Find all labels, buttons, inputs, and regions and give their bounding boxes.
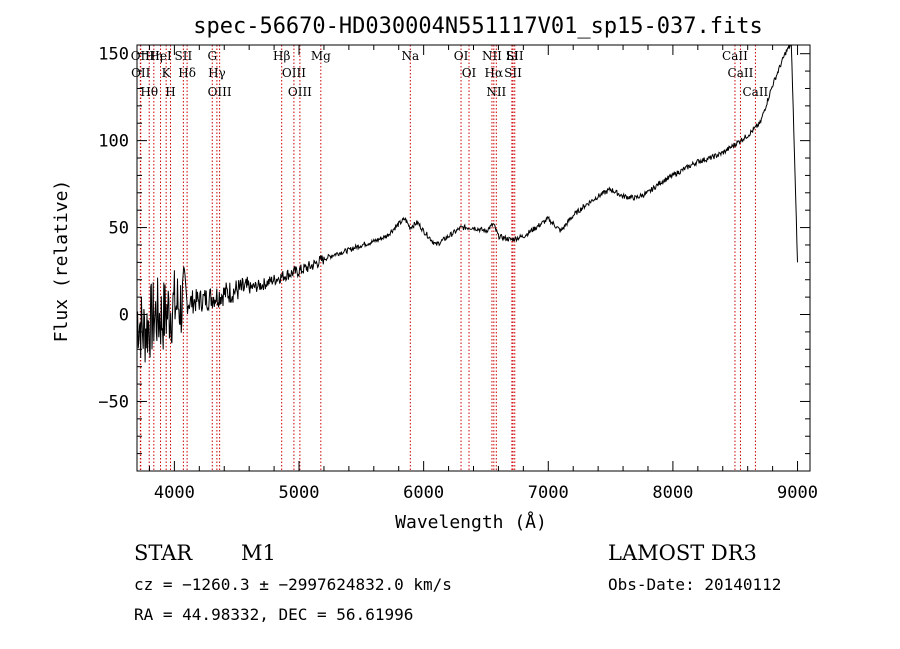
line-label-21: NII: [486, 85, 506, 99]
line-label-6: H: [165, 85, 175, 99]
line-label-9: G: [207, 49, 217, 63]
line-label-11: OIII: [208, 85, 232, 99]
y-tick-label-3: 100: [98, 132, 129, 152]
x-tick-label-4: 8000: [652, 483, 693, 503]
line-label-26: CaII: [728, 66, 754, 80]
line-label-22: Li: [506, 49, 518, 63]
line-label-19: NII: [482, 49, 502, 63]
x-axis-label: Wavelength (Å): [395, 511, 547, 533]
redshift-readout: cz = −1260.3 ± −2997624832.0 km/s: [134, 575, 452, 594]
y-tick-label-2: 50: [109, 219, 129, 239]
x-tick-label-1: 5000: [279, 483, 320, 503]
x-tick-label-0: 4000: [154, 483, 195, 503]
x-tick-label-3: 7000: [528, 483, 569, 503]
line-label-18: OI: [462, 66, 477, 80]
line-label-5: K: [162, 66, 172, 80]
y-tick-label-0: −50: [98, 392, 129, 412]
line-label-25: CaII: [722, 49, 748, 63]
x-tick-label-2: 6000: [403, 483, 444, 503]
y-axis-ticks: −50 0 50 100 150: [98, 45, 810, 455]
x-tick-label-5: 9000: [777, 483, 818, 503]
object-class: STAR: [134, 541, 193, 565]
line-label-8: Hδ: [178, 66, 196, 80]
plot-frame: [136, 44, 811, 472]
line-label-10: Hγ: [208, 66, 226, 80]
line-label-15: Mg: [311, 49, 331, 63]
survey-name: LAMOST DR3: [608, 541, 757, 565]
observation-date: Obs-Date: 20140112: [608, 575, 781, 594]
y-tick-label-1: 0: [119, 306, 129, 326]
y-tick-label-4: 150: [98, 45, 129, 65]
line-label-4: HeI: [149, 49, 172, 63]
object-subclass: M1: [241, 541, 276, 565]
x-axis-ticks: 4000 5000 6000 7000 8000 9000: [148, 45, 818, 503]
spectral-line-markers: [139, 45, 756, 471]
coordinates: RA = 44.98332, DEC = 56.61996: [134, 605, 413, 624]
line-label-13: OIII: [282, 66, 306, 80]
line-label-2: Hθ: [140, 85, 158, 99]
line-label-14: OIII: [288, 85, 312, 99]
line-label-24: SII: [506, 49, 524, 63]
line-label-27: CaII: [742, 85, 768, 99]
line-label-3: Hη: [145, 49, 163, 63]
line-label-20: Hα: [485, 66, 504, 80]
line-label-16: Na: [401, 49, 419, 63]
line-label-1: OII: [131, 66, 151, 80]
y-axis-label: Flux (relative): [51, 180, 72, 343]
line-label-17: OI: [454, 49, 469, 63]
line-label-12: Hβ: [273, 49, 290, 63]
line-label-0: OII: [131, 49, 151, 63]
chart-title: spec-56670-HD030004N551117V01_sp15-037.f…: [193, 14, 763, 39]
line-label-7: SII: [175, 49, 193, 63]
line-label-23: SII: [504, 66, 522, 80]
spectrum-series-line: [136, 44, 798, 363]
